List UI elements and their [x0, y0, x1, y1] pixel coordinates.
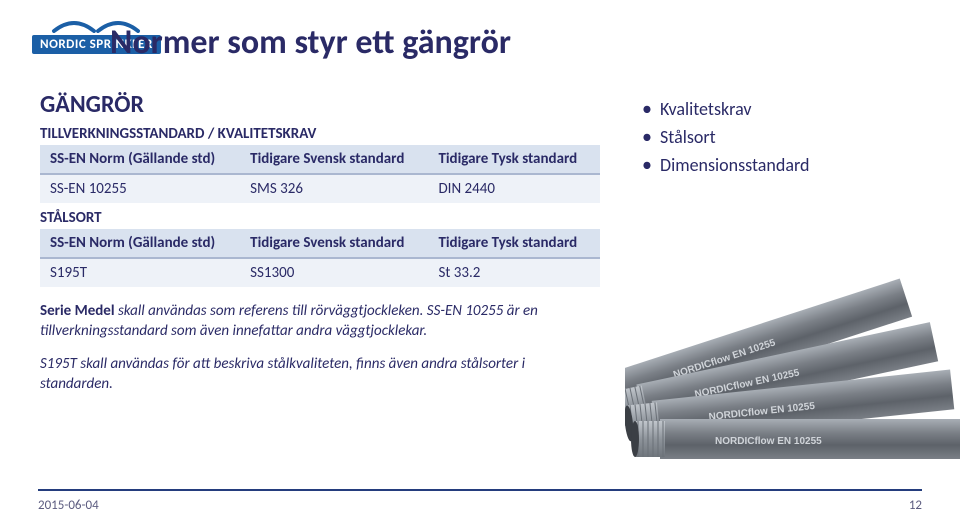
- footer-divider: [38, 489, 922, 491]
- table1-cell-1: SMS 326: [240, 174, 428, 203]
- footer-page-number: 12: [909, 498, 922, 513]
- table2-cell-2: St 33.2: [428, 258, 600, 287]
- subheading-manufacturing: TILLVERKNINGSSTANDARD / KVALITETSKRAV: [40, 125, 600, 143]
- table-row: S195T SS1300 St 33.2: [40, 258, 600, 287]
- note-paragraph-1: Serie Medel skall användas som referens …: [40, 301, 600, 342]
- table2-cell-1: SS1300: [240, 258, 428, 287]
- slide-title: Normer som styr ett gängrör: [110, 22, 511, 63]
- note-1-lead: Serie Medel: [40, 302, 118, 320]
- table1-header-1: Tidigare Svensk standard: [240, 145, 428, 174]
- table1-cell-0: SS-EN 10255: [40, 174, 240, 203]
- bullet-item: Dimensionsstandard: [640, 154, 809, 176]
- main-content: GÄNGRÖR TILLVERKNINGSSTANDARD / KVALITET…: [40, 90, 600, 406]
- bullet-item: Stålsort: [640, 126, 809, 148]
- section-heading: GÄNGRÖR: [40, 90, 600, 119]
- table2-header-1: Tidigare Svensk standard: [240, 229, 428, 258]
- table-row: SS-EN 10255 SMS 326 DIN 2440: [40, 174, 600, 203]
- table1-header-0: SS-EN Norm (Gällande std): [40, 145, 240, 174]
- bullet-list: Kvalitetskrav Stålsort Dimensionsstandar…: [640, 98, 809, 182]
- notes-block: Serie Medel skall användas som referens …: [40, 301, 600, 394]
- footer-date: 2015-06-04: [38, 498, 99, 513]
- subheading-steel-grade: STÅLSORT: [40, 209, 600, 227]
- svg-text:NORDICflow EN 10255: NORDICflow EN 10255: [715, 436, 822, 447]
- note-paragraph-2: S195T skall användas för att beskriva st…: [40, 354, 600, 395]
- bullet-item: Kvalitetskrav: [640, 98, 809, 120]
- table-manufacturing-standard: SS-EN Norm (Gällande std) Tidigare Svens…: [40, 145, 600, 203]
- table2-cell-0: S195T: [40, 258, 240, 287]
- table2-header-0: SS-EN Norm (Gällande std): [40, 229, 240, 258]
- pipe-image: NORDICflow EN 10255 NORDICflow EN 10255: [625, 254, 960, 489]
- table1-header-2: Tidigare Tysk standard: [428, 145, 600, 174]
- table2-header-2: Tidigare Tysk standard: [428, 229, 600, 258]
- table-steel-grade: SS-EN Norm (Gällande std) Tidigare Svens…: [40, 229, 600, 287]
- table1-cell-2: DIN 2440: [428, 174, 600, 203]
